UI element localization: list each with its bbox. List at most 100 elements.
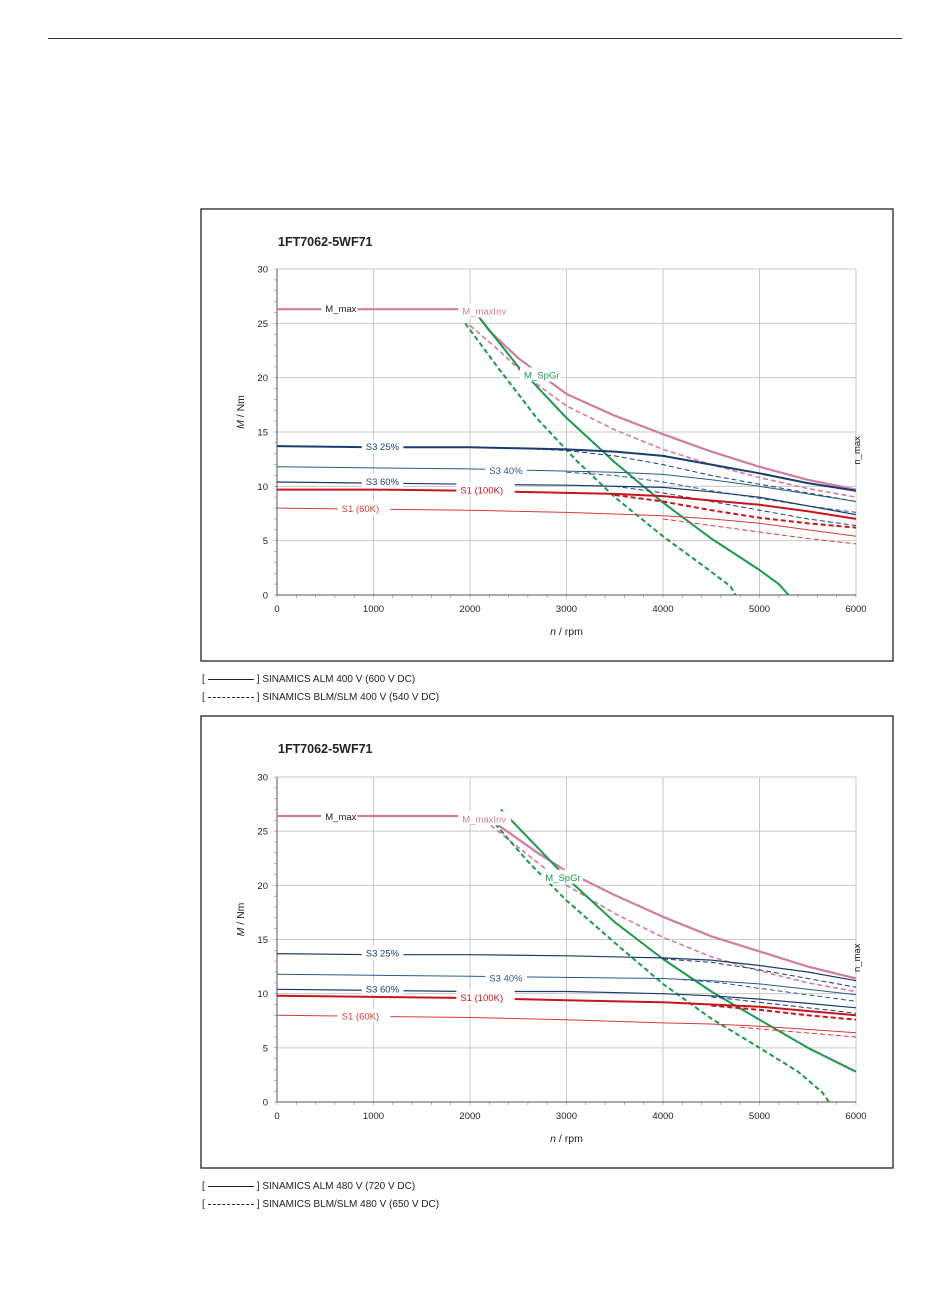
y-tick-label: 0 bbox=[263, 1098, 268, 1109]
series-label: S3 40% bbox=[489, 466, 523, 477]
series-label: S1 (60K) bbox=[342, 1011, 380, 1022]
series-label: S1 (60K) bbox=[342, 504, 380, 515]
legend-solid-swatch bbox=[207, 678, 254, 680]
series-line-s3-40- bbox=[277, 466, 857, 502]
series-label-bg bbox=[541, 869, 583, 884]
x-tick-label: 1000 bbox=[363, 604, 384, 615]
x-tick-label: 5000 bbox=[749, 604, 770, 615]
chart2-legend-dashed: [] SINAMICS BLM/SLM 480 V (650 V DC) bbox=[202, 1199, 440, 1210]
series-label-bg bbox=[321, 301, 358, 316]
chart2-legend-solid: [] SINAMICS ALM 480 V (720 V DC) bbox=[202, 1181, 416, 1192]
series-label-bg bbox=[361, 439, 404, 454]
series-label-bg bbox=[456, 482, 515, 497]
series-line-m-maxinv bbox=[483, 815, 857, 980]
y-tick-label: 5 bbox=[263, 1043, 268, 1054]
series-line-dashed-14 bbox=[662, 518, 857, 545]
series-label-bg bbox=[337, 1008, 391, 1023]
chart2-legend-solid-text: SINAMICS ALM 480 V (720 V DC) bbox=[262, 1181, 416, 1192]
chart-2: 1FT7062-5WF71 0 1000 2000 3000 4000 5000 6000 0 5… bbox=[200, 715, 894, 1169]
series-label-bg bbox=[337, 501, 391, 516]
series-line-dashed-8 bbox=[682, 979, 857, 1002]
series-line-dashed-12 bbox=[711, 1004, 857, 1021]
series-label-bg bbox=[458, 811, 512, 826]
x-tick-label: 2000 bbox=[459, 604, 480, 615]
chart1-legend-dashed-text: SINAMICS BLM/SLM 400 V (540 V DC) bbox=[262, 692, 440, 703]
x-tick-label: 0 bbox=[274, 604, 279, 615]
y-tick-label: 0 bbox=[263, 591, 268, 602]
chart1-legend-solid: [] SINAMICS ALM 400 V (600 V DC) bbox=[202, 674, 416, 685]
chart1-legend-solid-text: SINAMICS ALM 400 V (600 V DC) bbox=[262, 674, 416, 685]
series-line-dashed-4 bbox=[464, 322, 737, 596]
series-label: M_SpGr bbox=[524, 370, 559, 381]
series-line-dashed-6 bbox=[518, 447, 857, 502]
series-label-bg bbox=[485, 463, 527, 478]
series-label-bg bbox=[321, 809, 358, 824]
y-tick-label: 15 bbox=[257, 428, 268, 439]
series-label: M_max bbox=[325, 812, 356, 823]
y-tick-label: 10 bbox=[257, 482, 268, 493]
y-tick-label: 25 bbox=[257, 319, 268, 330]
nmax-label: n_max bbox=[852, 436, 863, 465]
series-label: S1 (100K) bbox=[460, 993, 503, 1004]
x-axis-label: n / rpm bbox=[550, 1133, 583, 1145]
x-tick-label: 4000 bbox=[652, 604, 673, 615]
y-tick-label: 25 bbox=[257, 827, 268, 838]
legend-dashed-swatch bbox=[207, 696, 254, 698]
series-label-bg bbox=[520, 367, 562, 382]
legend-dashed-swatch bbox=[207, 1203, 254, 1205]
series-label-bg bbox=[485, 970, 527, 985]
x-tick-label: 2000 bbox=[459, 1111, 480, 1122]
y-tick-label: 30 bbox=[257, 773, 268, 784]
x-tick-label: 0 bbox=[274, 1111, 279, 1122]
x-axis-label: n / rpm bbox=[550, 626, 583, 638]
series-label: M_maxInv bbox=[462, 814, 506, 825]
x-tick-label: 6000 bbox=[845, 604, 866, 615]
y-tick-label: 5 bbox=[263, 536, 268, 547]
series-line-s3-40- bbox=[277, 973, 857, 996]
y-tick-label: 20 bbox=[257, 373, 268, 384]
series-label: M_SpGr bbox=[545, 873, 580, 884]
chart-frame bbox=[200, 208, 894, 662]
series-label: S3 25% bbox=[366, 442, 400, 453]
series-label: S1 (100K) bbox=[460, 486, 503, 497]
series-line-dashed-10 bbox=[614, 485, 857, 526]
series-line-m-spgr bbox=[478, 317, 790, 596]
x-tick-label: 6000 bbox=[845, 1111, 866, 1122]
series-line-dashed-14 bbox=[740, 1026, 857, 1038]
series-line-s1-60k- bbox=[277, 1014, 857, 1034]
series-line-s3-25- bbox=[277, 445, 857, 492]
x-tick-label: 5000 bbox=[749, 1111, 770, 1122]
series-label-bg bbox=[361, 473, 404, 488]
x-tick-label: 3000 bbox=[556, 1111, 577, 1122]
chart-frame bbox=[200, 715, 894, 1169]
series-label: M_maxInv bbox=[462, 306, 506, 317]
chart-title: 1FT7062-5WF71 bbox=[278, 742, 373, 756]
series-line-dashed-4 bbox=[483, 811, 830, 1103]
y-tick-label: 10 bbox=[257, 989, 268, 1000]
x-tick-label: 1000 bbox=[363, 1111, 384, 1122]
series-line-s3-60- bbox=[277, 481, 857, 516]
page-top-rule bbox=[48, 38, 902, 39]
y-tick-label: 15 bbox=[257, 935, 268, 946]
series-line-s3-60- bbox=[277, 988, 857, 1009]
chart-1: 1FT7062-5WF71 0 1000 2000 3000 4000 5000 6000 0 5… bbox=[200, 208, 894, 662]
series-label-bg bbox=[458, 303, 512, 318]
series-label: M_max bbox=[325, 304, 356, 315]
series-label: S3 60% bbox=[366, 477, 400, 488]
nmax-label: n_max bbox=[852, 943, 863, 972]
chart-title: 1FT7062-5WF71 bbox=[278, 235, 373, 249]
series-label-bg bbox=[361, 945, 404, 960]
y-tick-label: 20 bbox=[257, 881, 268, 892]
series-line-s3-25- bbox=[277, 953, 857, 982]
chart2-legend-dashed-text: SINAMICS BLM/SLM 480 V (650 V DC) bbox=[262, 1199, 440, 1210]
series-line-dashed-6 bbox=[662, 958, 857, 988]
legend-solid-swatch bbox=[207, 1185, 254, 1187]
series-label-bg bbox=[361, 981, 404, 996]
y-tick-label: 30 bbox=[257, 265, 268, 276]
series-label: S3 60% bbox=[366, 984, 400, 995]
series-line-s1-100k- bbox=[277, 488, 857, 520]
series-label-bg bbox=[456, 990, 515, 1004]
y-axis-label: M / Nm bbox=[235, 395, 247, 429]
chart1-legend-dashed: [] SINAMICS BLM/SLM 400 V (540 V DC) bbox=[202, 692, 440, 703]
